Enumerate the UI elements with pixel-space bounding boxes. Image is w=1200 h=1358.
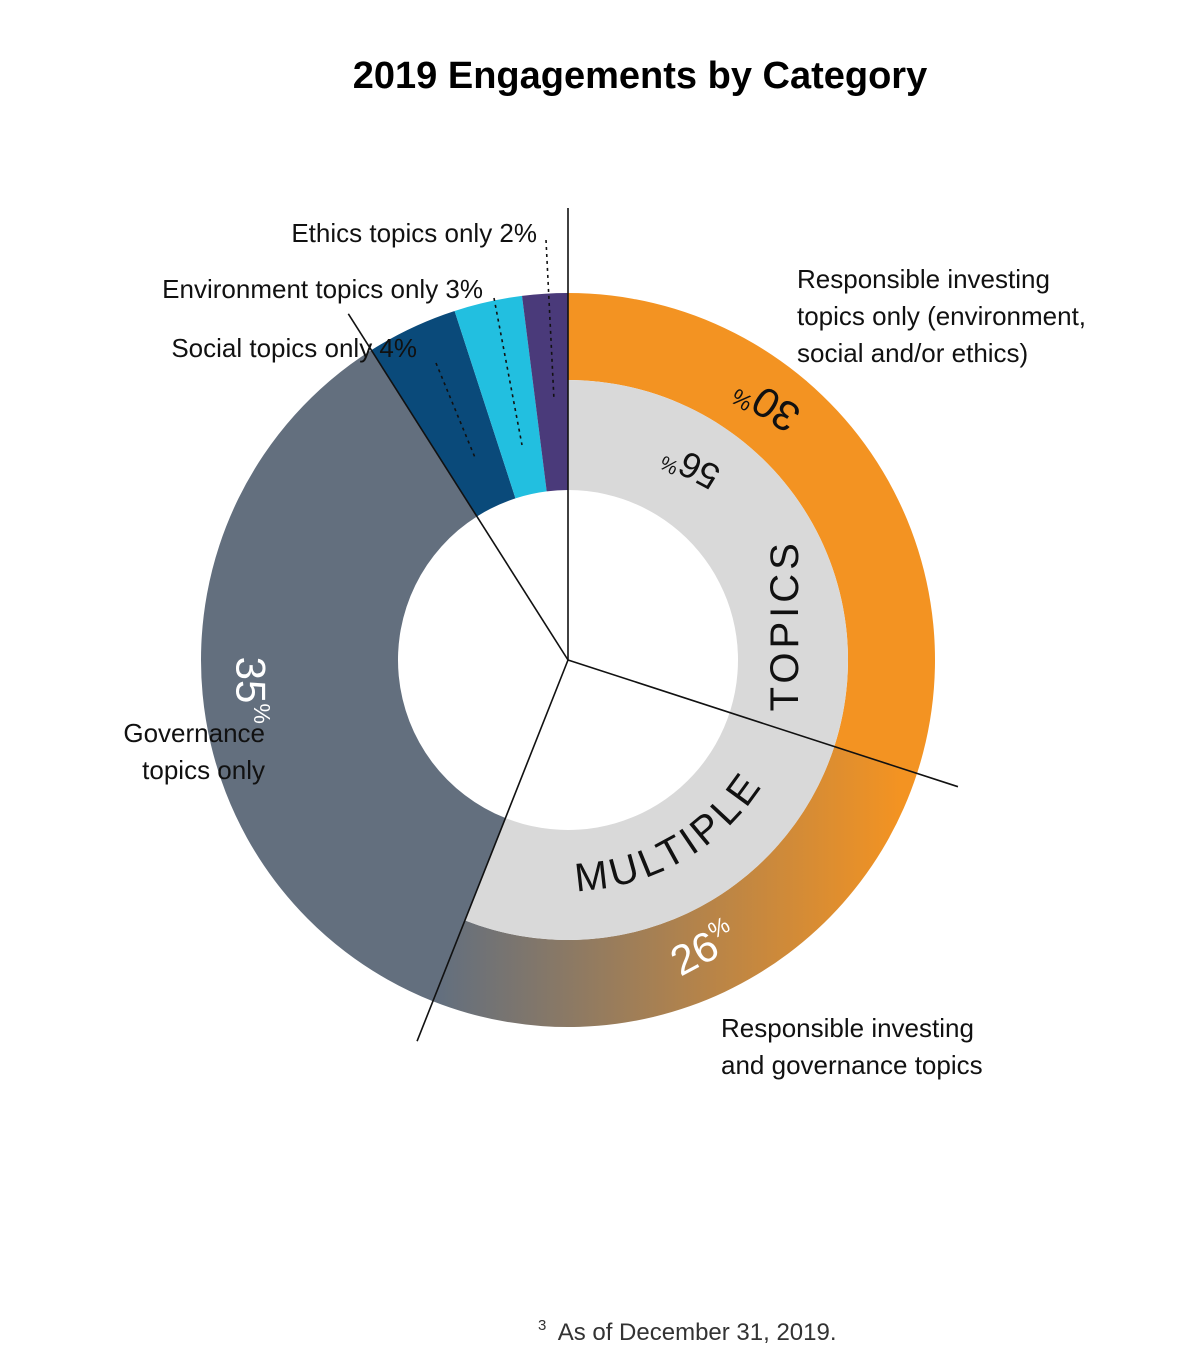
footnote-mark: 3: [538, 1317, 546, 1334]
slice-ri-gov: [432, 746, 918, 1027]
inner-ring-label-topics: TOPICS: [763, 539, 807, 711]
label-ri-only-line-1: Responsible investing: [797, 264, 1050, 294]
divider-upper-left: [347, 313, 569, 661]
divider-lines: [347, 208, 959, 1042]
multiple-topics-band: [464, 380, 848, 940]
label-ri-gov-line-2: and governance topics: [721, 1050, 983, 1080]
inner-ring: [464, 380, 848, 940]
slice-environment: [454, 295, 547, 499]
label-environment: Environment topics only 3%: [162, 274, 483, 304]
label-ri-gov-line-1: Responsible investing: [721, 1013, 974, 1043]
footnote: 3 As of December 31, 2019.: [538, 1309, 837, 1346]
footnote-text: As of December 31, 2019.: [558, 1319, 837, 1346]
pct-governance: 35%: [227, 657, 275, 724]
label-ri-only-line-3: social and/or ethics): [797, 338, 1028, 368]
chart-title: 2019 Engagements by Category: [353, 55, 927, 97]
label-ethics: Ethics topics only 2%: [291, 218, 537, 248]
ethics-leader-line: [545, 239, 555, 401]
slice-social: [371, 310, 516, 517]
divider-lower-left: [416, 659, 569, 1042]
divider-right: [567, 659, 959, 788]
label-governance-line-2: topics only: [142, 755, 265, 785]
slice-ethics: [522, 293, 568, 492]
slice-governance: [201, 350, 506, 1002]
label-ri-only-line-2: topics only (environment,: [797, 301, 1086, 331]
slice-labels: Ethics topics only 2% Environment topics …: [123, 218, 1086, 1080]
label-governance-line-1: Governance: [123, 718, 265, 748]
donut-slices: [201, 293, 935, 1027]
slice-ri-only: [568, 293, 935, 774]
label-social: Social topics only 4%: [171, 333, 417, 363]
